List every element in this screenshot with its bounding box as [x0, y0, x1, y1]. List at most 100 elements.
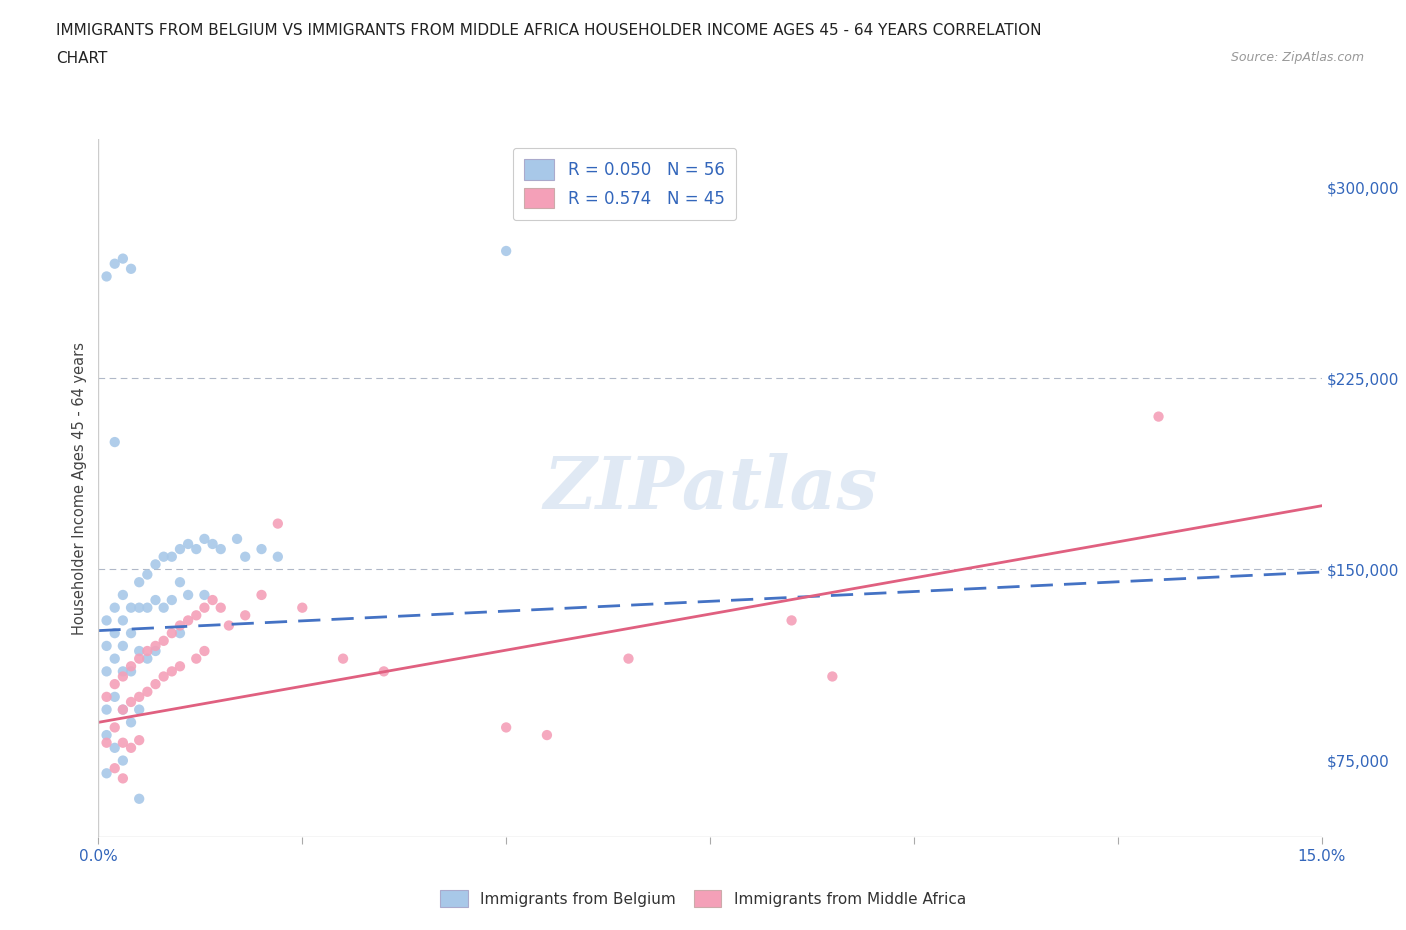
- Point: [111, 702, 134, 717]
- Point: [96, 689, 118, 704]
- Point: [136, 644, 159, 658]
- Point: [104, 677, 127, 692]
- Point: [128, 644, 150, 658]
- Point: [617, 651, 640, 666]
- Point: [177, 613, 200, 628]
- Point: [160, 550, 183, 565]
- Point: [821, 669, 844, 684]
- Point: [145, 639, 167, 654]
- Point: [120, 600, 142, 615]
- Point: [136, 684, 159, 699]
- Point: [111, 669, 134, 684]
- Point: [169, 575, 191, 590]
- Point: [96, 664, 118, 679]
- Point: [152, 550, 174, 565]
- Text: ZIPatlas: ZIPatlas: [543, 453, 877, 524]
- Point: [120, 261, 142, 276]
- Point: [120, 658, 142, 673]
- Point: [169, 658, 191, 673]
- Point: [120, 626, 142, 641]
- Point: [111, 664, 134, 679]
- Point: [1147, 409, 1170, 424]
- Text: IMMIGRANTS FROM BELGIUM VS IMMIGRANTS FROM MIDDLE AFRICA HOUSEHOLDER INCOME AGES: IMMIGRANTS FROM BELGIUM VS IMMIGRANTS FR…: [56, 23, 1042, 38]
- Point: [136, 567, 159, 582]
- Point: [111, 613, 134, 628]
- Point: [160, 592, 183, 607]
- Point: [145, 592, 167, 607]
- Point: [152, 633, 174, 648]
- Point: [267, 516, 290, 531]
- Point: [536, 727, 558, 742]
- Point: [104, 689, 127, 704]
- Point: [111, 753, 134, 768]
- Point: [495, 244, 517, 259]
- Point: [152, 669, 174, 684]
- Point: [193, 531, 215, 546]
- Point: [120, 740, 142, 755]
- Point: [128, 651, 150, 666]
- Point: [177, 537, 200, 551]
- Point: [250, 541, 273, 556]
- Point: [128, 600, 150, 615]
- Point: [495, 720, 517, 735]
- Point: [250, 588, 273, 603]
- Point: [128, 791, 150, 806]
- Point: [111, 702, 134, 717]
- Point: [104, 651, 127, 666]
- Legend: R = 0.050   N = 56, R = 0.574   N = 45: R = 0.050 N = 56, R = 0.574 N = 45: [513, 148, 737, 220]
- Point: [233, 608, 256, 623]
- Point: [780, 613, 803, 628]
- Point: [291, 600, 314, 615]
- Point: [111, 251, 134, 266]
- Point: [120, 715, 142, 730]
- Point: [186, 608, 208, 623]
- Point: [104, 626, 127, 641]
- Point: [104, 761, 127, 776]
- Point: [128, 702, 150, 717]
- Y-axis label: Householder Income Ages 45 - 64 years: Householder Income Ages 45 - 64 years: [72, 341, 87, 635]
- Point: [96, 269, 118, 284]
- Point: [111, 771, 134, 786]
- Point: [120, 695, 142, 710]
- Point: [111, 588, 134, 603]
- Point: [111, 639, 134, 654]
- Point: [169, 541, 191, 556]
- Point: [226, 531, 249, 546]
- Point: [201, 537, 224, 551]
- Point: [209, 541, 232, 556]
- Point: [120, 664, 142, 679]
- Point: [128, 733, 150, 748]
- Point: [218, 618, 240, 633]
- Point: [96, 639, 118, 654]
- Point: [267, 550, 290, 565]
- Point: [111, 736, 134, 751]
- Point: [145, 677, 167, 692]
- Point: [136, 651, 159, 666]
- Point: [152, 600, 174, 615]
- Point: [96, 727, 118, 742]
- Point: [128, 575, 150, 590]
- Point: [193, 588, 215, 603]
- Text: CHART: CHART: [56, 51, 108, 66]
- Legend: Immigrants from Belgium, Immigrants from Middle Africa: Immigrants from Belgium, Immigrants from…: [434, 884, 972, 913]
- Point: [104, 720, 127, 735]
- Point: [145, 644, 167, 658]
- Point: [186, 541, 208, 556]
- Point: [233, 550, 256, 565]
- Point: [209, 600, 232, 615]
- Point: [169, 626, 191, 641]
- Text: Source: ZipAtlas.com: Source: ZipAtlas.com: [1230, 51, 1364, 64]
- Point: [96, 736, 118, 751]
- Point: [104, 600, 127, 615]
- Point: [104, 740, 127, 755]
- Point: [96, 702, 118, 717]
- Point: [193, 600, 215, 615]
- Point: [104, 434, 127, 449]
- Point: [136, 600, 159, 615]
- Point: [186, 651, 208, 666]
- Point: [128, 689, 150, 704]
- Point: [104, 257, 127, 272]
- Point: [96, 766, 118, 781]
- Point: [160, 664, 183, 679]
- Point: [169, 618, 191, 633]
